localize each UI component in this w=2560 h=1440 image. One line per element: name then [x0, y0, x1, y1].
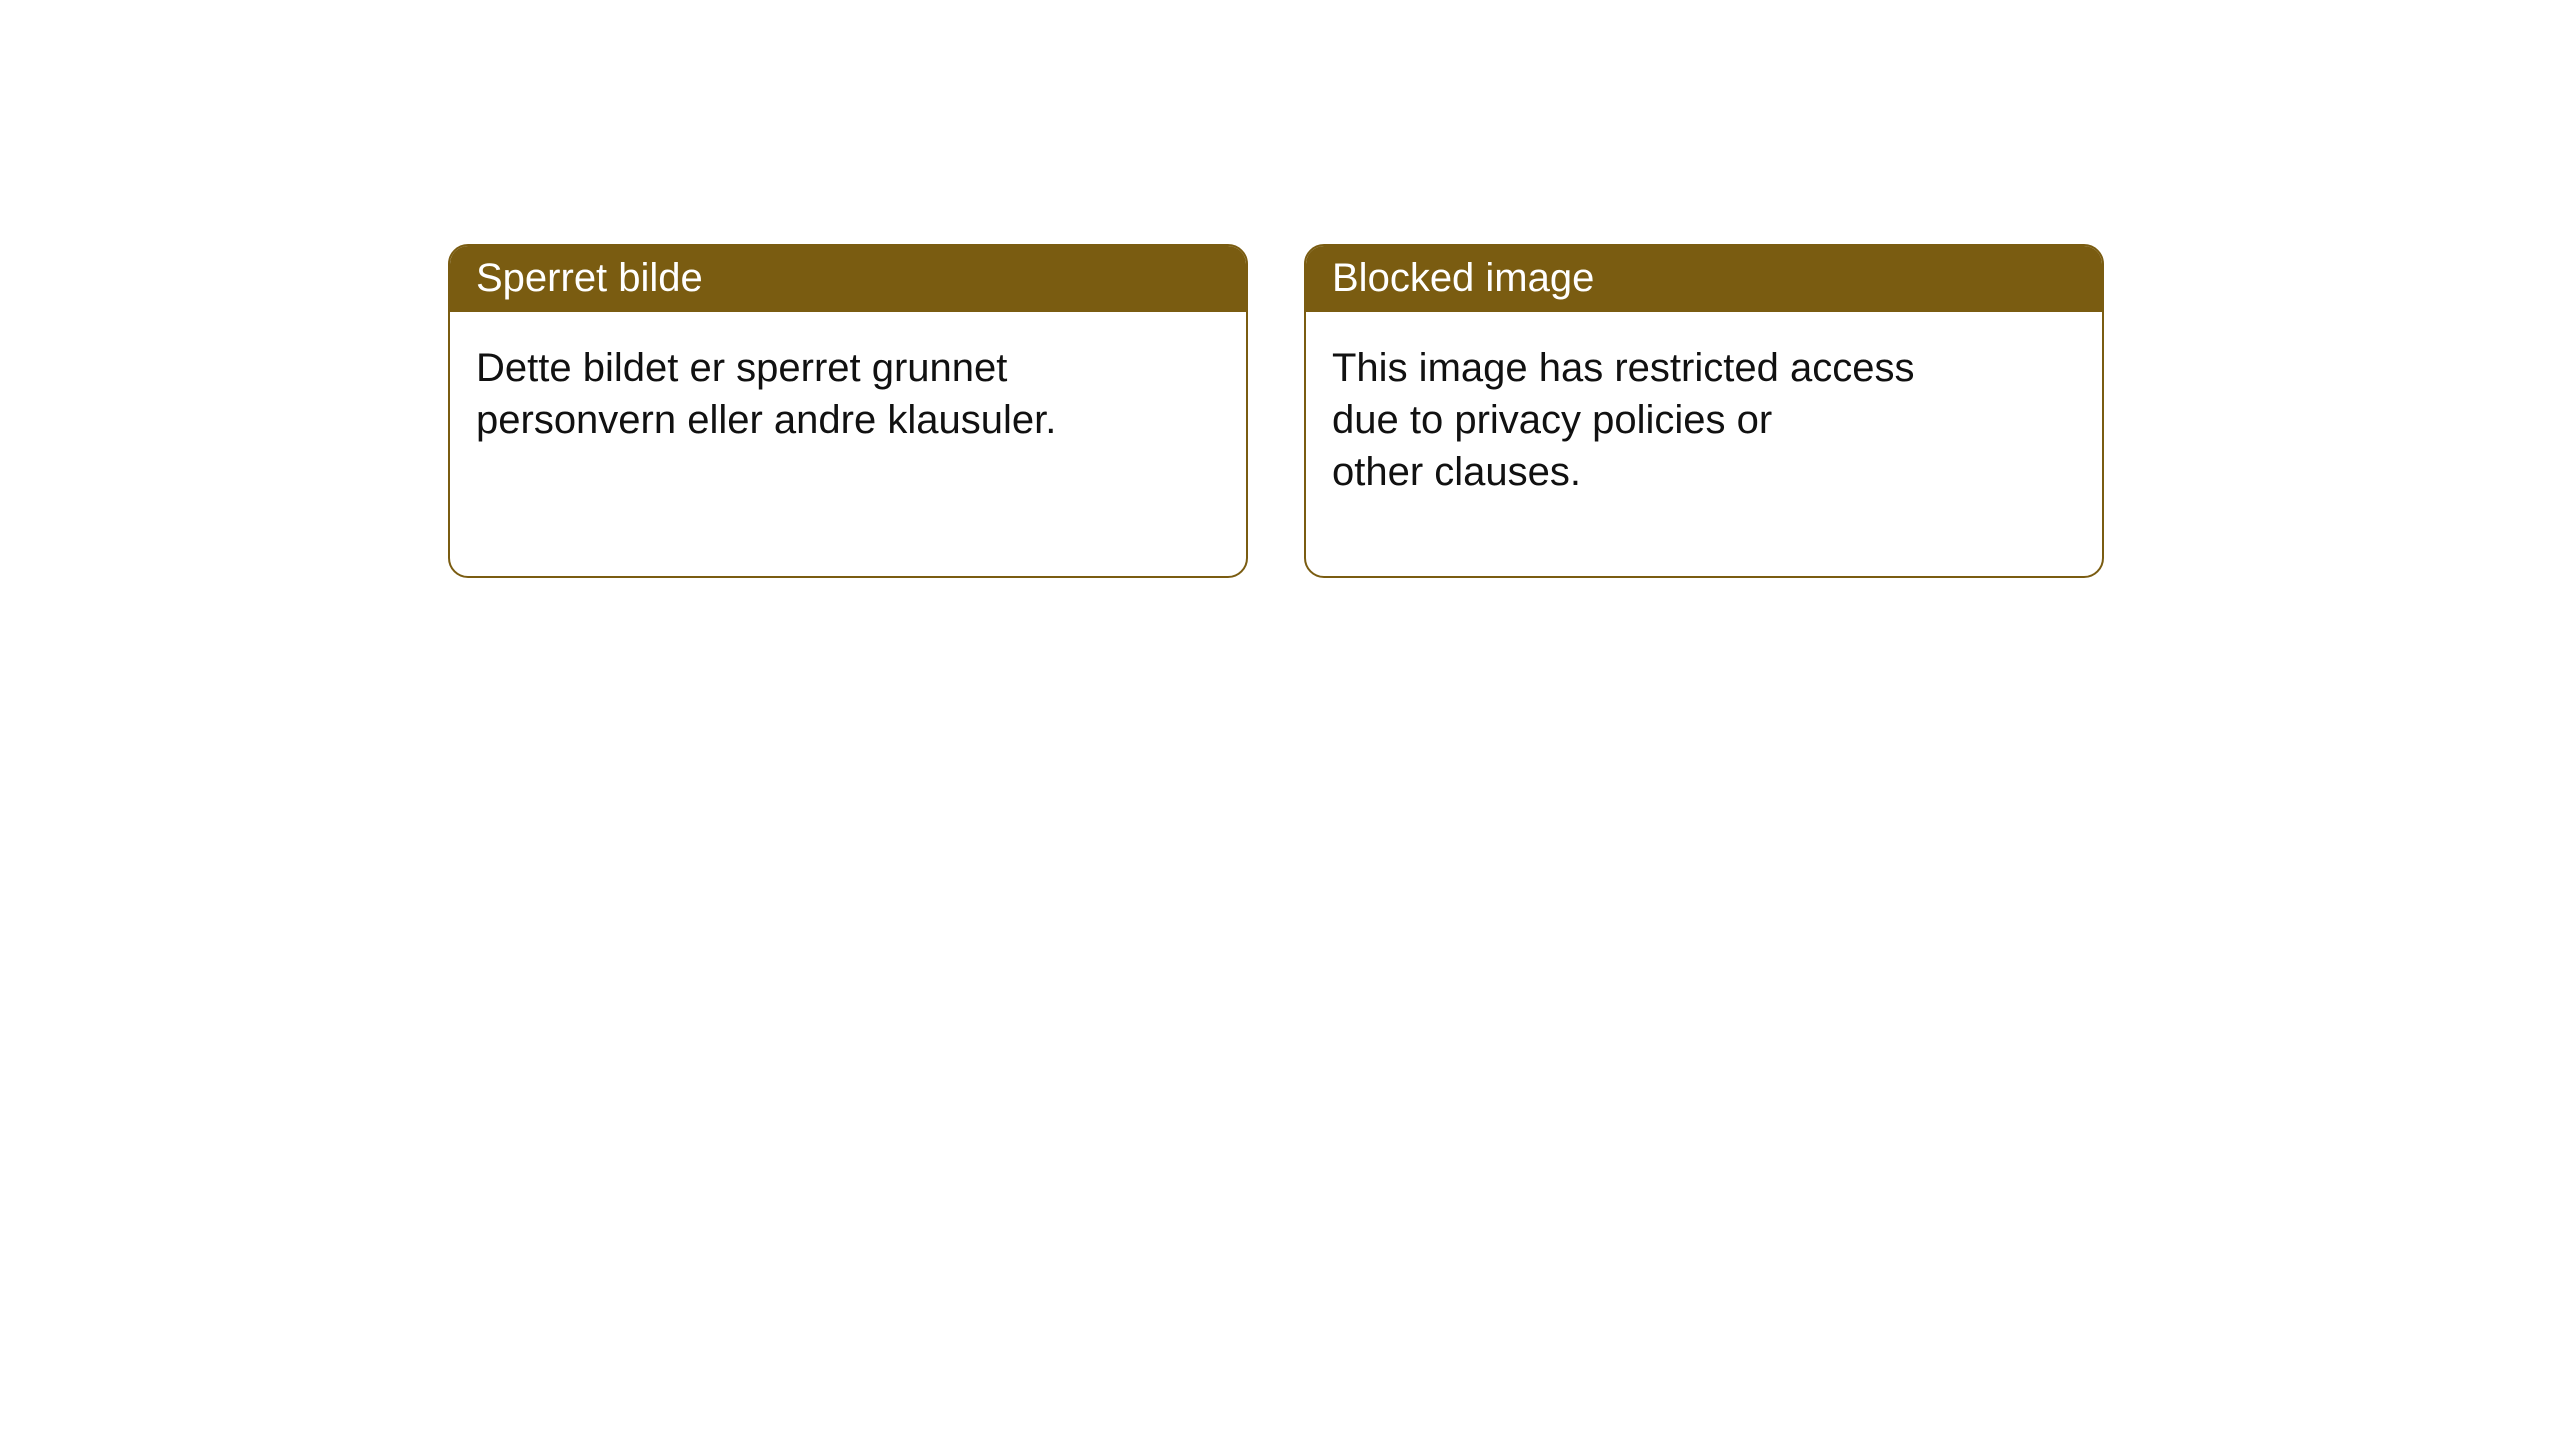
blocked-image-body-no: Dette bildet er sperret grunnet personve…: [450, 312, 1246, 446]
blocked-image-card-en: Blocked image This image has restricted …: [1304, 244, 2104, 578]
blocked-image-title-no: Sperret bilde: [450, 246, 1246, 312]
blocked-image-body-en: This image has restricted access due to …: [1306, 312, 2102, 498]
blocked-image-card-no: Sperret bilde Dette bildet er sperret gr…: [448, 244, 1248, 578]
blocked-image-title-en: Blocked image: [1306, 246, 2102, 312]
notice-container: Sperret bilde Dette bildet er sperret gr…: [448, 244, 2104, 578]
